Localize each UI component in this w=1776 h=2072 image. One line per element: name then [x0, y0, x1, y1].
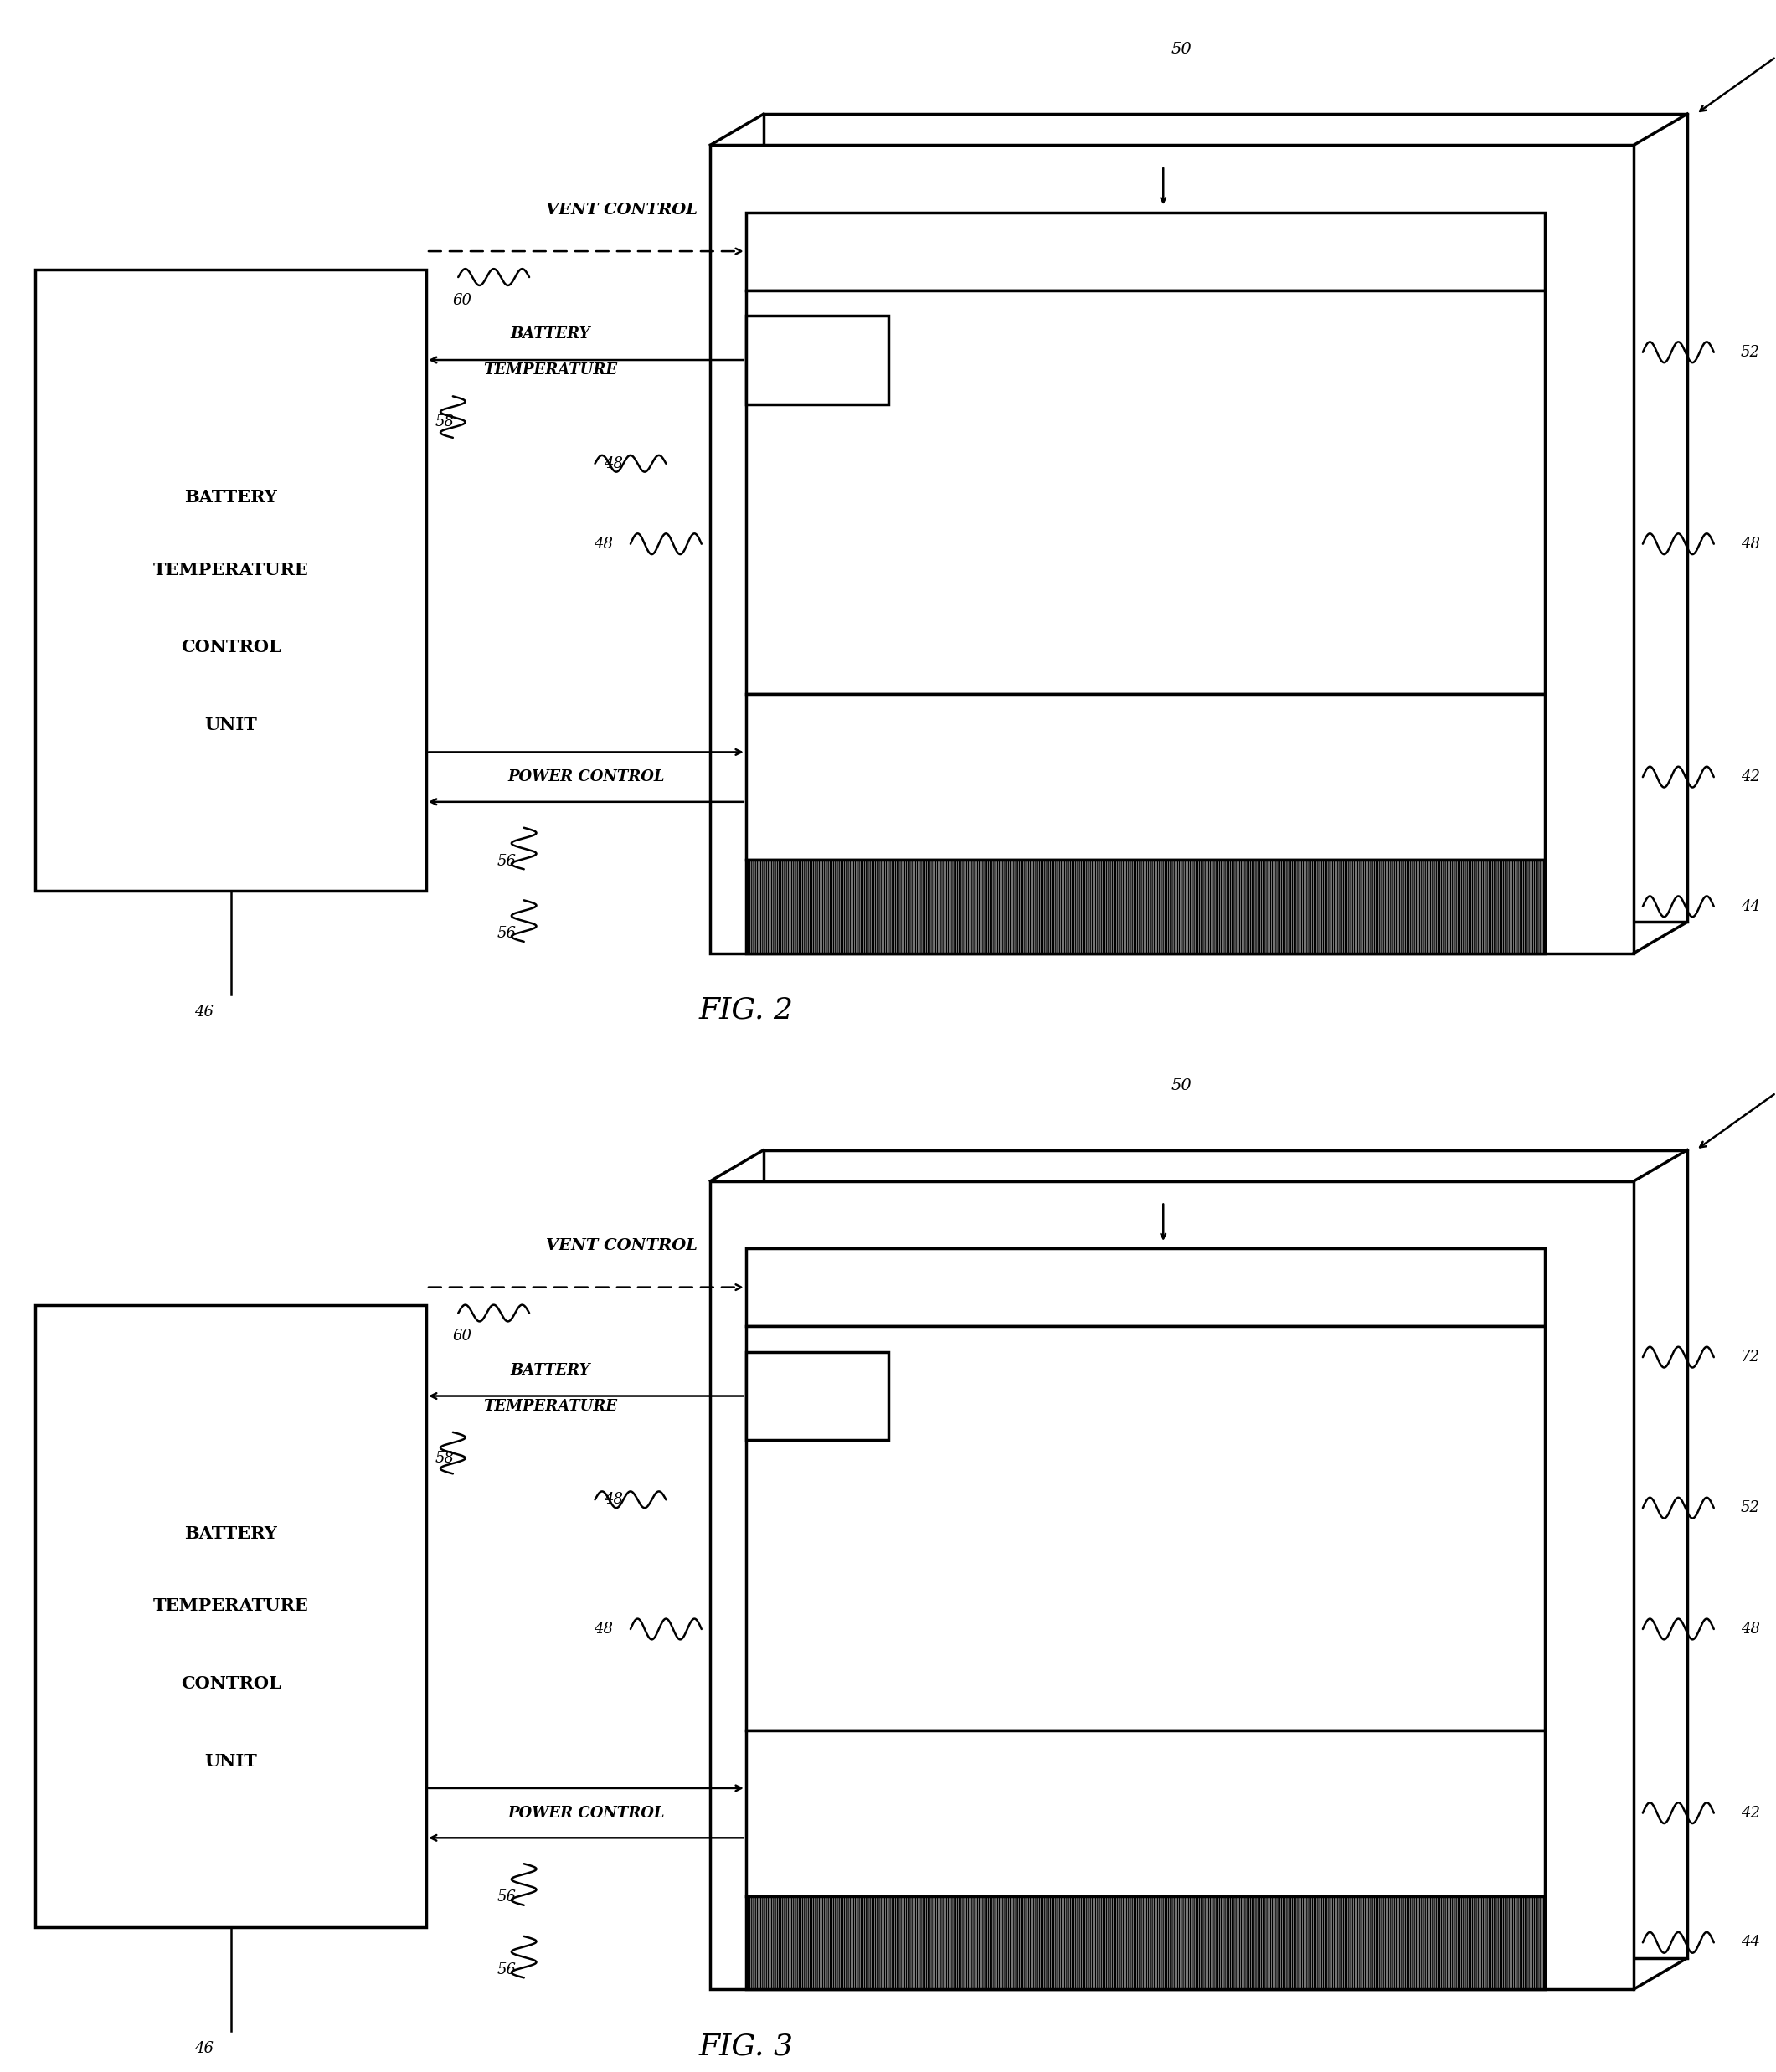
Text: TEMPERATURE: TEMPERATURE	[153, 562, 309, 578]
Text: 44: 44	[1740, 1935, 1760, 1950]
Text: POWER CONTROL: POWER CONTROL	[508, 1805, 664, 1821]
Bar	[746, 1730, 1545, 1896]
Text: 50: 50	[1170, 1077, 1192, 1094]
Text: 46: 46	[195, 1005, 213, 1019]
Text: FIG. 3: FIG. 3	[698, 2033, 794, 2060]
Text: TEMP: TEMP	[797, 1390, 836, 1403]
Text: UNIT: UNIT	[204, 1753, 258, 1769]
Text: VENT CONTROL: VENT CONTROL	[545, 1239, 698, 1254]
Bar	[746, 694, 1545, 860]
Bar	[764, 1150, 1687, 1958]
Text: BATTERY: BATTERY	[1202, 1521, 1280, 1535]
Bar	[746, 213, 1545, 290]
Text: THERMOELECTRIC: THERMOELECTRIC	[1067, 1796, 1224, 1809]
Text: HEATER/COOLER: HEATER/COOLER	[1076, 1832, 1215, 1846]
Text: 48: 48	[604, 456, 623, 470]
Text: BATTERY: BATTERY	[185, 1525, 277, 1542]
Text: BATTERY: BATTERY	[185, 489, 277, 506]
Text: 72: 72	[1740, 1349, 1760, 1365]
Bar	[746, 1326, 1545, 1730]
Text: 53: 53	[986, 352, 1005, 367]
Text: 60: 60	[453, 1328, 472, 1345]
Text: 56: 56	[497, 1962, 517, 1977]
Text: TEMPERATURE: TEMPERATURE	[483, 363, 618, 377]
Text: THERMOELECTRIC: THERMOELECTRIC	[1067, 760, 1224, 773]
Text: 58: 58	[435, 1450, 455, 1465]
Text: FIG. 2: FIG. 2	[698, 997, 794, 1024]
Bar	[746, 315, 888, 404]
Text: 50: 50	[1170, 41, 1192, 56]
Text: 44: 44	[1740, 899, 1760, 914]
Text: 56: 56	[497, 926, 517, 941]
Text: CONTROL: CONTROL	[181, 1674, 281, 1693]
Text: TEMP: TEMP	[797, 354, 836, 367]
Text: VENT CONTROL: VENT CONTROL	[545, 203, 698, 218]
Bar	[710, 1181, 1634, 1989]
Text: BATTERY: BATTERY	[510, 327, 591, 342]
Text: 48: 48	[604, 1492, 623, 1506]
Text: TEMPERATURE: TEMPERATURE	[483, 1399, 618, 1413]
Text: 42: 42	[1740, 1805, 1760, 1821]
Text: UNIT: UNIT	[204, 717, 258, 733]
Text: 58: 58	[435, 414, 455, 429]
Bar	[36, 1305, 426, 1927]
Text: 56: 56	[497, 854, 517, 868]
Text: 54: 54	[781, 1649, 799, 1666]
Bar	[746, 1896, 1545, 1989]
Text: 56: 56	[497, 1890, 517, 1904]
Text: TEMPERATURE: TEMPERATURE	[153, 1598, 309, 1614]
Text: 53: 53	[781, 1521, 799, 1535]
Bar	[746, 1247, 1545, 1326]
Text: HEATER/COOLER: HEATER/COOLER	[1076, 796, 1215, 810]
Text: POWER CONTROL: POWER CONTROL	[508, 769, 664, 785]
Text: 48: 48	[1740, 1622, 1760, 1637]
Text: 54: 54	[1154, 630, 1172, 644]
Bar	[36, 269, 426, 891]
Bar	[746, 860, 1545, 953]
Bar	[764, 114, 1687, 922]
Text: CONTROL: CONTROL	[181, 638, 281, 657]
Text: 42: 42	[1740, 769, 1760, 785]
Text: BATTERY: BATTERY	[1099, 441, 1192, 460]
Text: 60: 60	[453, 292, 472, 309]
Text: 48: 48	[593, 1622, 613, 1637]
Text: 48: 48	[1740, 537, 1760, 551]
Text: 48: 48	[593, 537, 613, 551]
Bar	[746, 290, 1545, 694]
Text: 52: 52	[1740, 1500, 1760, 1515]
Bar	[746, 1353, 888, 1440]
Text: 52: 52	[1740, 344, 1760, 361]
Text: 46: 46	[195, 2041, 213, 2055]
Bar	[710, 145, 1634, 953]
Text: BATTERY: BATTERY	[510, 1363, 591, 1378]
